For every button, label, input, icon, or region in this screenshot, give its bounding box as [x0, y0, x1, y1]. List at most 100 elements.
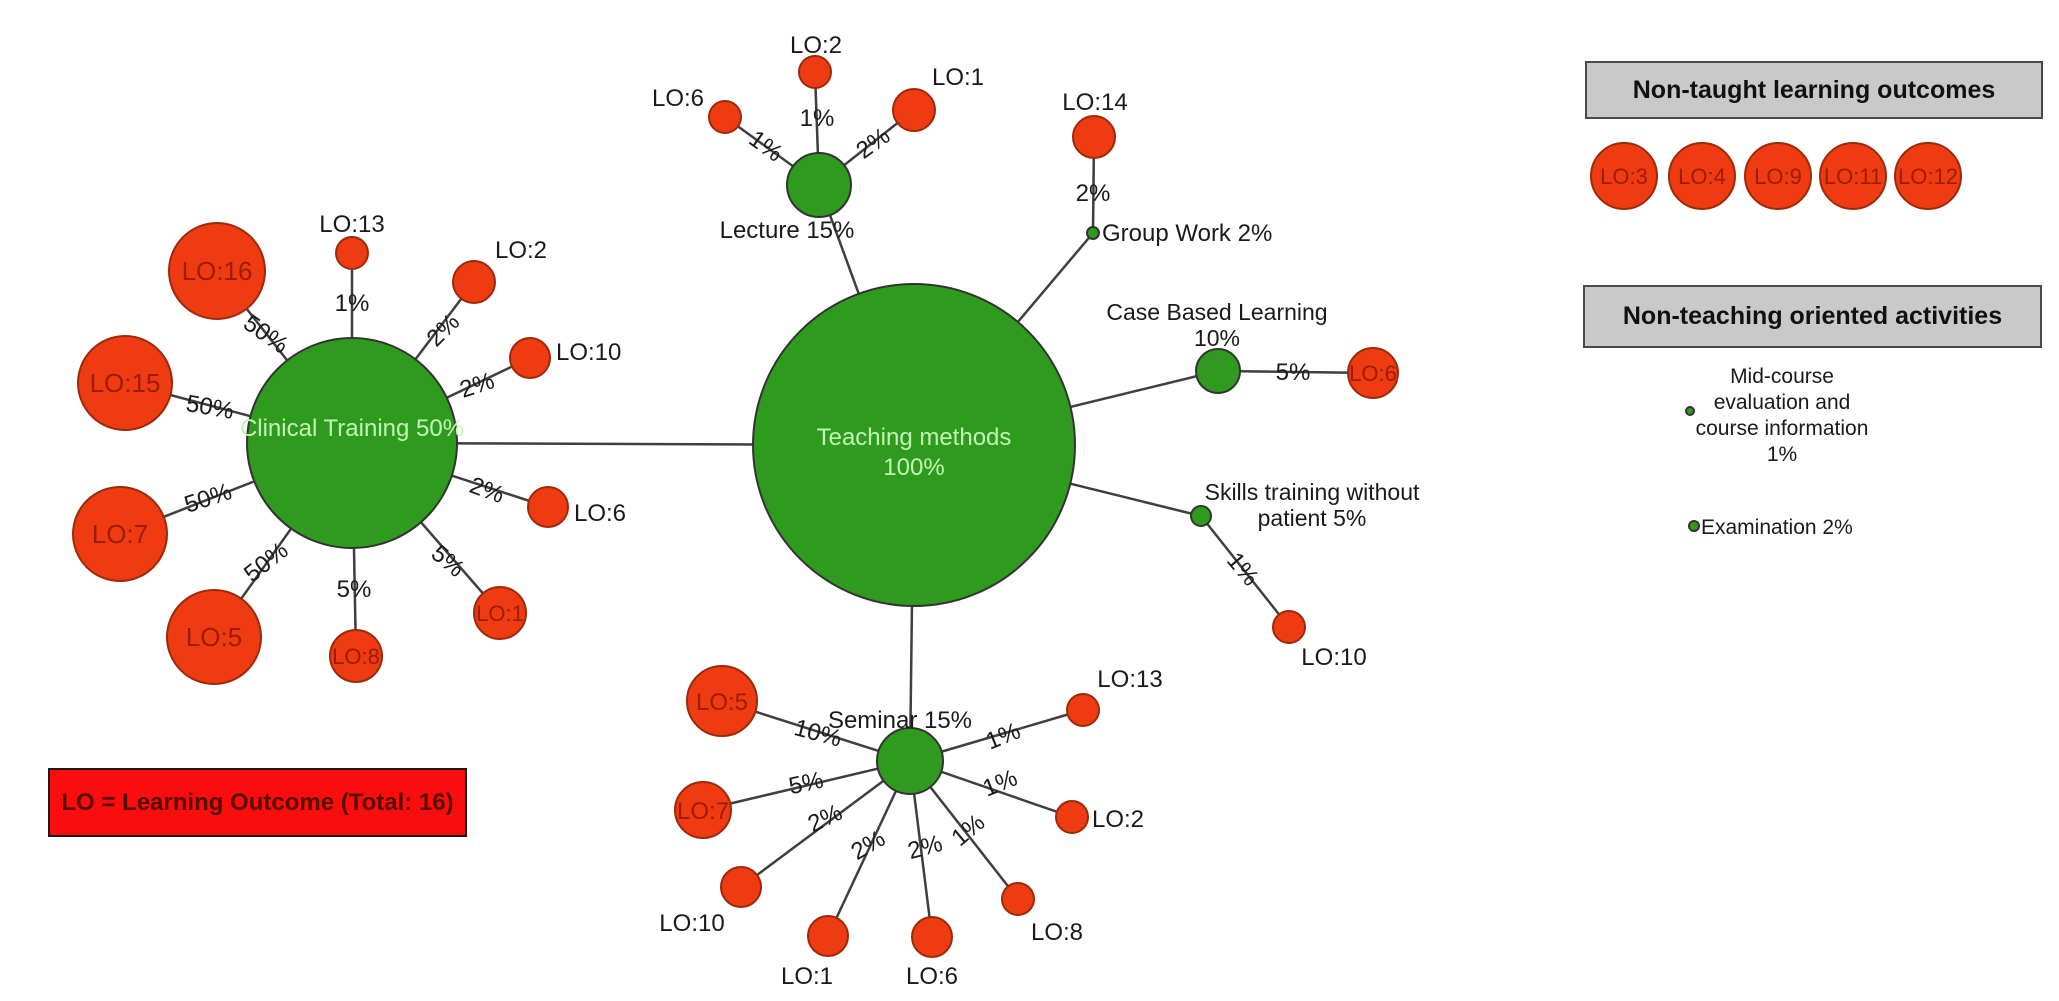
pct-label-clinical-c1: 5% — [426, 540, 470, 583]
node-s2-circle — [1055, 800, 1089, 834]
panel-header-non-taught-outcomes: Non-taught learning outcomes — [1585, 61, 2043, 119]
pct-label-seminar-s6: 2% — [905, 830, 945, 865]
node-l2-circle — [798, 55, 832, 89]
node-midcourse-label: evaluation and — [1714, 391, 1851, 414]
legend-box: LO = Learning Outcome (Total: 16) — [48, 768, 467, 837]
node-s1-circle — [807, 915, 849, 957]
node-l1-circle — [892, 88, 936, 132]
pct-label-clinical-c2: 2% — [422, 309, 466, 353]
node-c16-circle — [168, 222, 266, 320]
node-n11-label: LO:11 — [1824, 164, 1882, 189]
node-groupwork-label: Group Work 2% — [1102, 220, 1272, 247]
node-c8-circle — [329, 629, 383, 683]
node-lo14-circle — [1072, 115, 1116, 159]
pct-label-clinical-c6: 2% — [466, 472, 508, 509]
node-c15-label: LO:15 — [90, 368, 161, 398]
pct-label-seminar-s10: 2% — [804, 799, 847, 838]
node-seminar-label: Seminar 15% — [828, 707, 972, 734]
edge-skills-sk10 — [1200, 515, 1290, 628]
node-exam-circle — [1688, 520, 1700, 532]
node-s6-circle — [911, 916, 953, 958]
node-cbl6-label: LO:6 — [1349, 361, 1397, 386]
node-n11-circle — [1819, 142, 1887, 210]
node-exam-label: Examination 2% — [1701, 516, 1853, 539]
node-c13-circle — [335, 236, 369, 270]
node-midcourse-label: Mid-course — [1730, 365, 1834, 388]
node-c5-circle — [166, 589, 262, 685]
node-s2-label: LO:2 — [1092, 806, 1144, 833]
node-s8-label: LO:8 — [1031, 919, 1083, 946]
node-c8-label: LO:8 — [332, 644, 380, 669]
node-clinical-circle — [246, 337, 458, 549]
node-lo14-label: LO:14 — [1062, 89, 1127, 116]
panel-title: Non-taught learning outcomes — [1632, 75, 1996, 104]
node-c7-label: LO:7 — [92, 519, 148, 549]
node-cbl-label: 10% — [1194, 325, 1240, 351]
node-n4-label: LO:4 — [1678, 164, 1726, 189]
node-clinical-label: Clinical Training 50% — [240, 415, 464, 442]
node-teaching-label: 100% — [883, 454, 944, 481]
node-sk10-circle — [1272, 610, 1306, 644]
node-skills-label: Skills training without — [1205, 479, 1420, 505]
edge-seminar-s10 — [740, 759, 911, 889]
node-s10-label: LO:10 — [659, 910, 724, 937]
node-c7-circle — [72, 486, 168, 582]
panel-title: Non-teaching oriented activities — [1622, 302, 2003, 330]
pct-label-seminar-s7: 5% — [786, 767, 826, 801]
node-l6-label: LO:6 — [652, 85, 704, 112]
node-s5-label: LO:5 — [696, 689, 748, 716]
node-lecture-label: Lecture 15% — [720, 217, 855, 244]
pct-label-seminar-s13: 1% — [982, 717, 1024, 755]
node-cbl-label: Case Based Learning — [1106, 299, 1327, 325]
node-s6-label: LO:6 — [906, 963, 958, 990]
node-s7-circle — [674, 781, 732, 839]
node-c1-circle — [473, 586, 527, 640]
node-s13-circle — [1066, 693, 1100, 727]
node-midcourse-label: course information — [1696, 417, 1869, 440]
node-sk10-label: LO:10 — [1301, 644, 1366, 671]
node-s5-circle — [686, 665, 758, 737]
pct-label-clinical-c5: 50% — [239, 537, 293, 588]
node-s7-label: LO:7 — [677, 798, 729, 825]
node-lecture-circle — [786, 152, 852, 218]
node-c13-label: LO:13 — [319, 211, 384, 238]
node-c1-label: LO:1 — [476, 601, 524, 626]
node-teaching-label: Teaching methods — [817, 424, 1012, 451]
node-s10-circle — [720, 866, 762, 908]
node-teaching-circle — [752, 283, 1076, 607]
node-midcourse-label: 1% — [1767, 443, 1797, 466]
node-s1-label: LO:1 — [781, 963, 833, 990]
pct-label-clinical-c7: 50% — [181, 478, 235, 519]
edge-seminar-s7 — [702, 759, 911, 812]
node-n3-label: LO:3 — [1600, 164, 1648, 189]
node-skills-circle — [1190, 505, 1212, 527]
pct-label-clinical-c8: 5% — [337, 576, 372, 603]
node-n12-circle — [1894, 142, 1962, 210]
node-c5-label: LO:5 — [186, 622, 242, 652]
panel-header-non-teaching-activities: Non-teaching oriented activities — [1583, 285, 2042, 348]
node-l2-label: LO:2 — [790, 32, 842, 59]
pct-label-clinical-c16: 50% — [238, 310, 293, 360]
node-c15-circle — [77, 335, 173, 431]
node-n9-label: LO:9 — [1754, 164, 1802, 189]
pct-label-clinical-c10: 2% — [456, 367, 497, 403]
pct-label-cbl-cbl6: 5% — [1276, 359, 1311, 386]
node-s13-label: LO:13 — [1097, 666, 1162, 693]
node-l6-circle — [708, 100, 742, 134]
node-c16-label: LO:16 — [182, 256, 253, 286]
node-skills-label: patient 5% — [1258, 505, 1367, 531]
node-groupwork-circle — [1086, 226, 1100, 240]
node-c10-label: LO:10 — [556, 339, 621, 366]
node-n12-label: LO:12 — [1898, 164, 1958, 189]
pct-label-skills-sk10: 1% — [1221, 547, 1264, 591]
node-c2-circle — [452, 260, 496, 304]
node-c6-label: LO:6 — [574, 500, 626, 527]
pct-label-lecture-l6: 1% — [744, 125, 788, 167]
pct-label-groupwork-lo14: 2% — [1076, 180, 1111, 207]
node-cbl6-circle — [1347, 347, 1399, 399]
node-seminar-circle — [876, 727, 944, 795]
node-c2-label: LO:2 — [495, 237, 547, 264]
node-s8-circle — [1001, 882, 1035, 916]
